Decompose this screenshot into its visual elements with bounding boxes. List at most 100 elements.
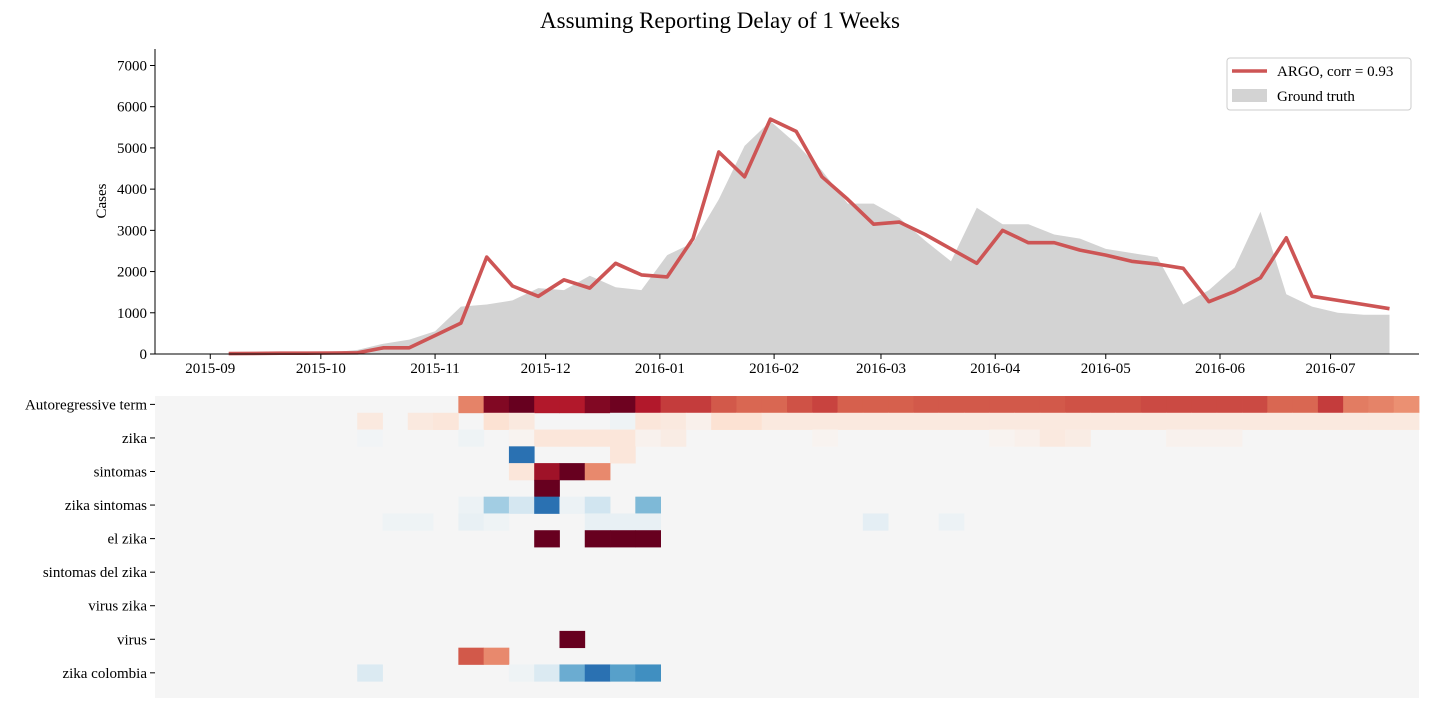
- heatmap-cells: [357, 396, 1420, 682]
- x-tick-label: 2016-01: [635, 361, 685, 377]
- heatmap-cell: [610, 530, 636, 548]
- heatmap-cell: [610, 396, 636, 414]
- heatmap-cell: [837, 396, 864, 414]
- heatmap-cell: [534, 396, 560, 414]
- heatmap-cell: [559, 429, 586, 447]
- heatmap-cell: [1065, 396, 1091, 414]
- heatmap-cell: [711, 412, 737, 430]
- heatmap-cell: [584, 496, 611, 514]
- heatmap-row-label: sintomas del zika: [43, 565, 147, 581]
- heatmap-cell: [660, 429, 687, 447]
- heatmap-cell: [584, 429, 611, 447]
- heatmap-cell: [913, 396, 940, 414]
- heatmap-cell: [483, 647, 510, 665]
- heatmap-cell: [1090, 412, 1117, 430]
- heatmap-cell: [610, 664, 636, 682]
- heatmap-cell: [483, 496, 510, 514]
- y-tick-label: 3000: [117, 223, 147, 239]
- chart-title: Assuming Reporting Delay of 1 Weeks: [540, 8, 900, 33]
- heatmap-cell: [458, 496, 485, 514]
- heatmap-cell: [635, 396, 661, 414]
- heatmap-cell: [938, 412, 965, 430]
- heatmap-cell: [1014, 396, 1041, 414]
- heatmap-cell: [685, 412, 712, 430]
- heatmap-cell: [458, 429, 485, 447]
- heatmap-cell: [534, 479, 560, 498]
- heatmap-row-label: virus: [117, 632, 147, 648]
- heatmap-cell: [812, 396, 838, 414]
- heatmap-cell: [584, 513, 611, 531]
- heatmap-cell: [1292, 412, 1319, 430]
- heatmap-cell: [584, 664, 611, 682]
- heatmap-cell: [862, 513, 889, 531]
- heatmap-cell: [635, 429, 661, 447]
- heatmap-cell: [1242, 412, 1268, 430]
- heatmap-cell: [635, 664, 661, 682]
- heatmap-cell: [1140, 412, 1167, 430]
- heatmap-cell: [1292, 396, 1319, 414]
- heatmap-cell: [736, 412, 763, 430]
- y-tick-label: 6000: [117, 100, 147, 116]
- heatmap-cell: [508, 446, 535, 464]
- heatmap-cell: [1166, 412, 1192, 430]
- heatmap-cell: [508, 664, 535, 682]
- x-tick-label: 2016-06: [1195, 361, 1245, 377]
- heatmap-cell: [1166, 429, 1192, 447]
- x-tick-label: 2015-12: [521, 361, 571, 377]
- x-tick-label: 2015-09: [185, 361, 235, 377]
- heatmap-cell: [1166, 396, 1192, 414]
- heatmap-cell: [787, 396, 813, 414]
- heatmap-cell: [1242, 396, 1268, 414]
- heatmap-cell: [1014, 412, 1041, 430]
- heatmap-cell: [508, 429, 535, 447]
- heatmap-cell: [913, 412, 940, 430]
- heatmap-cell: [584, 463, 611, 481]
- heatmap-cell: [610, 446, 636, 464]
- heatmap-cell: [989, 429, 1015, 447]
- legend-ground-truth-label: Ground truth: [1277, 89, 1355, 105]
- heatmap-cell: [1115, 412, 1142, 430]
- heatmap-cell: [711, 396, 737, 414]
- heatmap-cell: [357, 429, 383, 447]
- heatmap-cell: [1216, 429, 1243, 447]
- heatmap-cell: [508, 412, 535, 430]
- heatmap-cell: [1065, 429, 1091, 447]
- x-tick-label: 2016-03: [856, 361, 906, 377]
- heatmap-cell: [433, 412, 459, 430]
- heatmap-cell: [1216, 396, 1243, 414]
- heatmap-cell: [458, 396, 485, 414]
- heatmap-cell: [1014, 429, 1041, 447]
- legend-ground-truth-swatch: [1232, 89, 1267, 102]
- heatmap-cell: [963, 396, 990, 414]
- x-tick-label: 2016-04: [970, 361, 1020, 377]
- heatmap-row-label: zika: [122, 431, 147, 447]
- heatmap-cell: [635, 412, 661, 430]
- x-tick-label: 2016-05: [1081, 361, 1131, 377]
- heatmap-cell: [963, 412, 990, 430]
- heatmap-cell: [559, 496, 586, 514]
- heatmap-cell: [1039, 396, 1066, 414]
- heatmap-row-label: sintomas: [94, 465, 147, 481]
- heatmap-cell: [635, 513, 661, 531]
- heatmap-cell: [812, 412, 838, 430]
- heatmap-cell: [1368, 396, 1395, 414]
- heatmap-cell: [1039, 429, 1066, 447]
- heatmap-cell: [483, 513, 510, 531]
- heatmap-cell: [534, 429, 560, 447]
- heatmap-cell: [584, 530, 611, 548]
- heatmap-cell: [610, 429, 636, 447]
- heatmap-cell: [1115, 396, 1142, 414]
- heatmap-cell: [534, 463, 560, 481]
- heatmap-cell: [559, 664, 586, 682]
- heatmap-cell: [508, 496, 535, 514]
- heatmap-cell: [534, 664, 560, 682]
- heatmap-cell: [584, 396, 611, 414]
- heatmap-cell: [1393, 412, 1420, 430]
- heatmap-cell: [1343, 396, 1369, 414]
- heatmap-cell: [1090, 396, 1117, 414]
- heatmap-row-label: zika sintomas: [65, 498, 147, 514]
- heatmap-cell: [787, 412, 813, 430]
- heatmap-cell: [610, 412, 636, 430]
- heatmap-cell: [635, 496, 661, 514]
